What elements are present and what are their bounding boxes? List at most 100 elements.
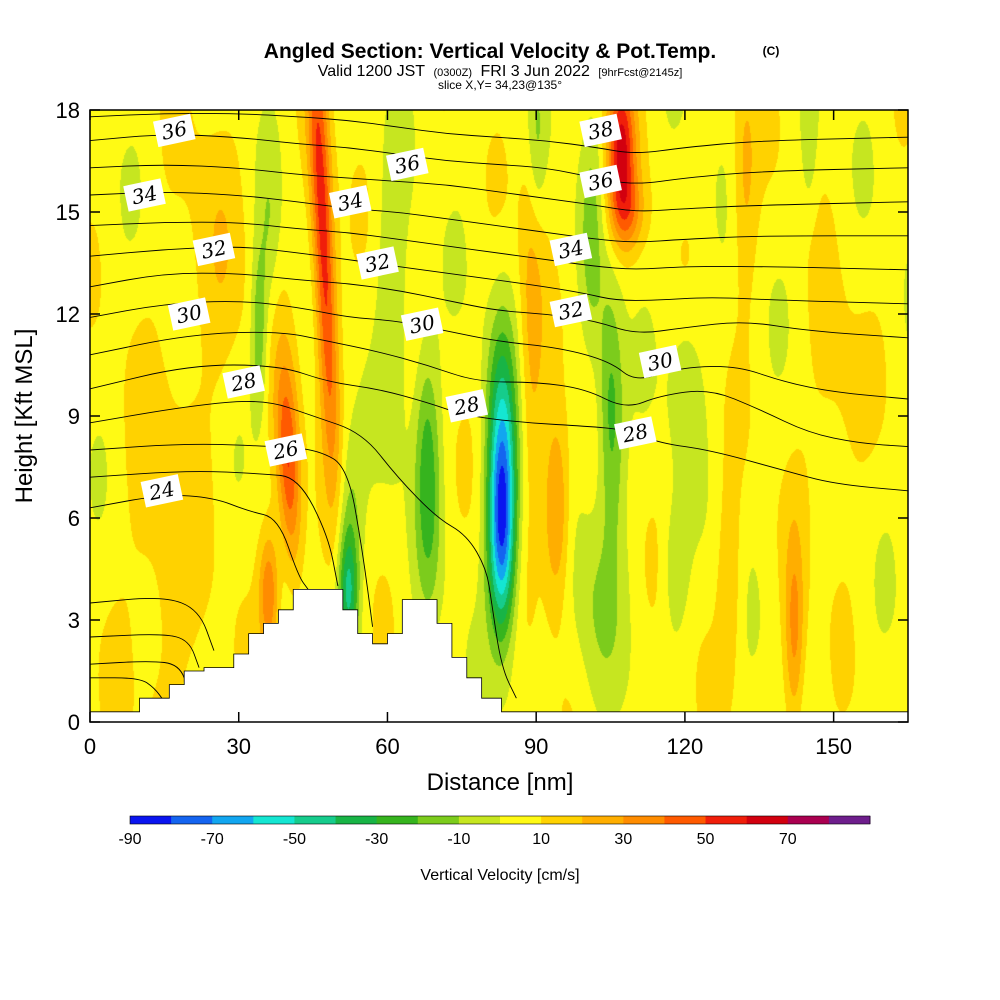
y-tick-label: 3 xyxy=(68,608,80,633)
x-tick-label: 90 xyxy=(524,734,548,759)
contour-label: 34 xyxy=(328,185,372,219)
y-tick-label: 12 xyxy=(56,302,80,327)
colorbar-swatch xyxy=(130,816,172,824)
contour-label: 24 xyxy=(140,474,184,508)
colorbar-tick-label: 70 xyxy=(779,831,797,848)
colorbar-swatch xyxy=(417,816,460,824)
colorbar-swatch xyxy=(171,816,213,824)
y-tick-label: 9 xyxy=(68,404,80,429)
isentrope-21 xyxy=(90,661,190,692)
colorbar-tick-label: -30 xyxy=(365,831,388,848)
contour-label-text: 26 xyxy=(270,436,301,465)
contour-label: 34 xyxy=(549,232,593,267)
subtitle-utc: (0300Z) xyxy=(434,67,473,79)
y-tick-label: 18 xyxy=(56,98,80,123)
subtitle-valid: Valid 1200 JST xyxy=(318,63,426,80)
x-tick-label: 150 xyxy=(815,734,852,759)
contour-label: 36 xyxy=(579,164,622,199)
colorbar-swatch xyxy=(787,816,830,824)
contour-label: 26 xyxy=(264,433,308,467)
isentrope-28 xyxy=(90,364,908,492)
contour-label: 28 xyxy=(445,389,489,423)
colorbar-swatch xyxy=(212,816,254,824)
colorbar-tick-label: -70 xyxy=(201,831,224,848)
colorbar-swatch xyxy=(458,816,501,824)
x-tick-label: 120 xyxy=(667,734,704,759)
isentrope-23 xyxy=(90,598,215,651)
isentrope-34 xyxy=(90,192,908,243)
colorbar-tick-label: -10 xyxy=(447,831,470,848)
isentrope-27 xyxy=(90,400,517,699)
x-tick-label: 0 xyxy=(84,734,96,759)
contour-label-text: 36 xyxy=(392,150,422,179)
contour-label-text: 34 xyxy=(335,187,365,216)
potential-temperature-contours xyxy=(90,112,908,702)
isentrope-33 xyxy=(90,221,908,271)
y-tick-label: 6 xyxy=(68,506,80,531)
colorbar-swatch xyxy=(253,816,295,824)
contour-label-text: 38 xyxy=(586,116,616,145)
contour-label: 38 xyxy=(579,113,622,148)
isentrope-36 xyxy=(90,134,908,184)
colorbar-tick-label: -50 xyxy=(283,831,306,848)
isentrope-22 xyxy=(90,634,200,668)
contour-label: 30 xyxy=(638,344,682,379)
x-tick-label: 30 xyxy=(226,734,250,759)
colorbar-swatch xyxy=(500,816,542,824)
colorbar-swatch xyxy=(746,816,789,824)
colorbar-title: Vertical Velocity [cm/s] xyxy=(420,867,579,884)
slice-label: slice X,Y= 34,23@135° xyxy=(438,78,562,92)
contour-label: 34 xyxy=(123,178,166,212)
colorbar-swatch xyxy=(294,816,337,824)
contour-label: 36 xyxy=(152,113,196,148)
contour-label: 28 xyxy=(222,365,265,399)
colorbar-swatch xyxy=(376,816,419,824)
contour-label: 32 xyxy=(549,293,593,328)
contour-label-text: 30 xyxy=(407,310,437,339)
contour-label-text: 30 xyxy=(645,347,675,376)
x-axis-title: Distance [nm] xyxy=(427,769,574,796)
subtitle-date: FRI 3 Jun 2022 xyxy=(480,63,590,80)
chart-title: Angled Section: Vertical Velocity & Pot.… xyxy=(264,40,716,63)
contour-label-text: 32 xyxy=(556,296,586,325)
subtitle-forecast: [9hrFcst@2145z] xyxy=(598,67,682,79)
contour-label-text: 34 xyxy=(130,181,160,210)
contour-label: 30 xyxy=(400,307,444,341)
x-axis: 0 30 60 90 120 150 xyxy=(84,110,852,759)
contour-label-text: 28 xyxy=(619,419,650,448)
colorbar-frame xyxy=(129,815,871,825)
colorbar-swatch xyxy=(623,816,665,824)
contour-label-text: 28 xyxy=(228,368,259,397)
y-tick-label: 15 xyxy=(56,200,80,225)
contour-label-text: 32 xyxy=(199,235,229,264)
contour-label: 28 xyxy=(614,416,657,450)
colorbar-tick-label: 10 xyxy=(532,831,550,848)
vertical-velocity-field xyxy=(90,110,908,722)
colorbar-swatch xyxy=(828,816,871,824)
contour-label: 32 xyxy=(356,246,399,280)
isentrope-29 xyxy=(90,331,908,448)
contour-label: 32 xyxy=(192,232,236,267)
contour-label: 36 xyxy=(385,147,429,182)
y-tick-label: 0 xyxy=(68,710,80,735)
isentrope-37 xyxy=(90,112,908,153)
contour-label-text: 24 xyxy=(146,476,177,505)
isentrope-35 xyxy=(90,164,908,212)
isentrope-24 xyxy=(90,495,309,590)
colorbar-tick-label: -90 xyxy=(118,831,141,848)
colorbar-swatch xyxy=(541,816,583,824)
contour-label-text: 36 xyxy=(159,116,189,145)
colorbar-tick-label: 30 xyxy=(614,831,632,848)
colorbar-swatch xyxy=(582,816,624,824)
y-axis-title: Height [Kft MSL] xyxy=(11,329,38,504)
colorbar: -90 -70 -50 -30 -10 10 30 50 70 xyxy=(118,815,871,848)
terrain-profile xyxy=(90,589,908,722)
colorbar-swatch xyxy=(335,816,378,824)
colorbar-tick-label: 50 xyxy=(697,831,715,848)
isentrope-31 xyxy=(90,272,908,339)
contour-label-text: 32 xyxy=(363,249,393,278)
copyright-mark: (C) xyxy=(763,44,780,58)
contour-label: 30 xyxy=(167,297,211,331)
